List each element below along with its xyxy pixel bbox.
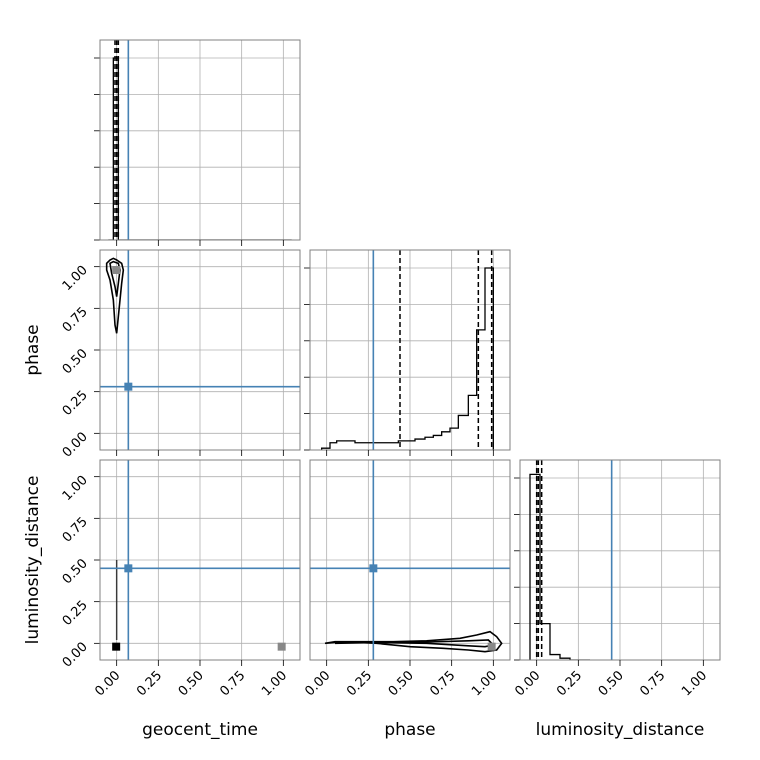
density-peak	[277, 642, 286, 651]
x-tick-label: 1.00	[259, 668, 290, 699]
x-tick-label: 1.00	[679, 668, 710, 699]
y-tick-label: 0.50	[60, 346, 91, 377]
x-tick-label: 0.00	[512, 668, 543, 699]
contour-level-2	[109, 260, 121, 297]
panel-luminosity_distance-hist: 0.00 0.25 0.50 0.75 1.00	[512, 459, 721, 699]
x-tick-label: 0.75	[217, 668, 248, 699]
histogram-luminosity_distance	[529, 473, 590, 660]
y-axis-label-phase: phase	[23, 324, 43, 375]
x-tick-label: 0.00	[302, 668, 333, 699]
x-tick-label: 0.50	[596, 668, 627, 699]
x-tick-label: 0.75	[637, 668, 668, 699]
y-tick-label: 0.25	[60, 388, 91, 419]
x-axis-label-luminosity_distance: luminosity_distance	[536, 720, 705, 740]
panel-phase-vs-luminosity_distance: 0.00 0.25 0.50 0.75 1.00	[302, 459, 511, 699]
y-tick-label: 0.00	[60, 430, 91, 461]
x-tick-label: 0.25	[554, 668, 585, 699]
y-tick-label: 0.25	[60, 598, 91, 629]
y-tick-label: 0.50	[60, 556, 91, 587]
truth-marker	[124, 382, 133, 391]
truth-marker	[124, 564, 133, 573]
histogram-phase	[321, 267, 494, 450]
x-tick-label: 0.50	[386, 668, 417, 699]
x-tick-label: 0.00	[92, 668, 123, 699]
x-tick-label: 0.25	[344, 668, 375, 699]
density-peak	[487, 642, 496, 651]
contour-level-1	[105, 257, 125, 334]
x-tick-label: 1.00	[469, 668, 500, 699]
x-tick-label: 0.25	[134, 668, 165, 699]
x-axis-label-phase: phase	[384, 720, 435, 740]
y-tick-label: 1.00	[60, 263, 91, 294]
x-tick-label: 0.75	[427, 668, 458, 699]
panel-geocent_time-hist	[94, 39, 301, 246]
truth-marker	[369, 564, 378, 573]
panel-phase-hist	[304, 249, 511, 456]
y-tick-label: 0.75	[60, 305, 91, 336]
density-peak	[112, 642, 121, 651]
density-peak	[112, 266, 121, 274]
y-tick-label: 0.75	[60, 515, 91, 546]
y-tick-label: 0.00	[60, 640, 91, 671]
x-tick-label: 0.50	[176, 668, 207, 699]
panel-geocent_time-vs-luminosity_distance: 0.00 0.25 0.50 0.75 1.00 0.00 0.25 0.50 0.75 1.00	[60, 459, 301, 699]
y-axis-label-luminosity_distance: luminosity_distance	[23, 476, 43, 645]
x-axis-label-geocent_time: geocent_time	[142, 720, 258, 740]
panel-geocent_time-vs-phase: 0.00 0.25 0.50 0.75 1.00	[60, 249, 301, 461]
y-tick-label: 1.00	[60, 473, 91, 504]
